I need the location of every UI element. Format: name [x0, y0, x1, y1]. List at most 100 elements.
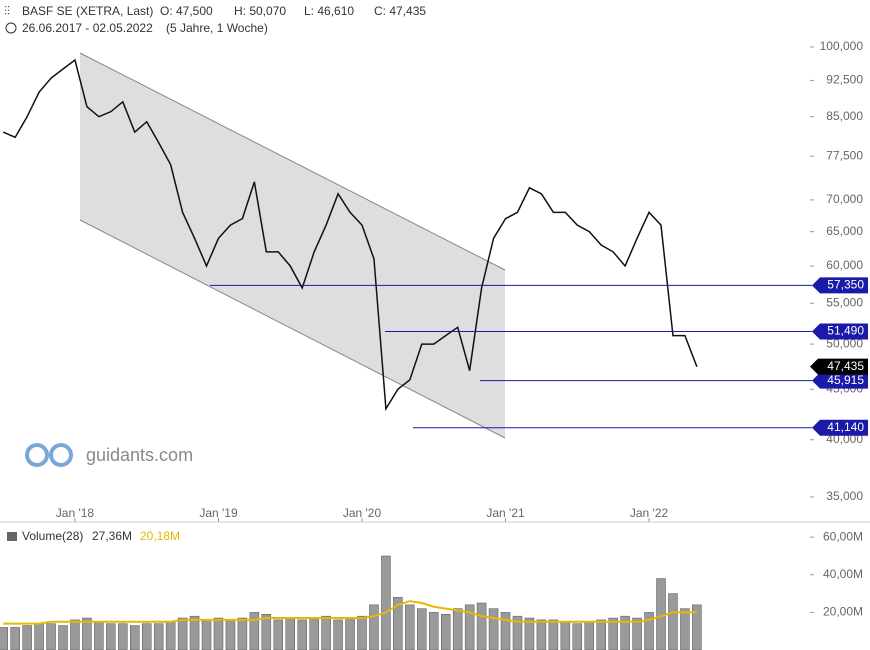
y-tick-label: 85,000 [826, 109, 863, 123]
average-line [3, 600, 697, 625]
volume-bar [225, 619, 236, 650]
volume-bar [34, 623, 44, 650]
level-tag: 41,140 [812, 419, 868, 436]
volume-bar [417, 608, 427, 650]
volume-bar [452, 608, 463, 650]
logo-mark [49, 443, 73, 467]
y-tick-label: 65,000 [826, 224, 863, 238]
ohlc-high: H: 50,070 [234, 4, 286, 18]
volume-bar [130, 625, 140, 650]
x-tick-label: Jan '22 [630, 506, 669, 520]
date-range: 26.06.2017 - 02.05.2022 [22, 21, 153, 35]
period: (5 Jahre, 1 Woche) [166, 21, 268, 35]
y-tick-label: 55,000 [826, 295, 863, 309]
volume-bar [0, 627, 8, 650]
volume-bar [165, 621, 176, 650]
volume-bar [644, 612, 654, 650]
level-tag-box [812, 419, 868, 436]
y-tick-label: 60,000 [826, 258, 863, 272]
level-tag-label: 45,915 [827, 373, 864, 387]
volume-bar [357, 615, 367, 650]
volume-value: 27,36M [92, 529, 132, 543]
x-tick-label: Jan '21 [486, 506, 525, 520]
volume-bar [608, 617, 618, 650]
level-tag-box [812, 372, 868, 389]
volume-bar [321, 615, 331, 650]
volume-bar [46, 623, 56, 650]
volume-bar [429, 612, 439, 650]
volume-bar [333, 619, 343, 650]
volume-bar [476, 602, 487, 650]
volume-bar [58, 625, 68, 650]
volume-bar [141, 623, 152, 650]
level-tag-label: 41,140 [827, 420, 864, 434]
volume-bar [405, 604, 415, 650]
level-tag-box [812, 323, 868, 340]
y-tick-label: 70,000 [826, 192, 863, 206]
volume-bar [189, 615, 200, 650]
chart-icon: ⫶⫶ [4, 4, 10, 18]
volume-bar [118, 623, 128, 650]
volume-bar [273, 619, 284, 650]
ohlc-open: O: 47,500 [160, 4, 213, 18]
y-tick-label: 100,000 [820, 39, 864, 53]
y-tick-label: 20,00M [823, 605, 863, 619]
y-tick-label: 50,000 [826, 336, 863, 350]
volume-bar [106, 623, 116, 650]
volume-bar [369, 604, 379, 650]
volume-bar [237, 617, 248, 650]
channel-line [79, 219, 506, 439]
volume-bar [201, 619, 212, 650]
volume-bar [584, 621, 594, 650]
level-tag: 51,490 [812, 323, 868, 340]
volume-bar [668, 593, 678, 650]
logo-mark [25, 443, 49, 467]
volume-bar [82, 617, 92, 650]
trend-channel [80, 53, 505, 438]
volume-bar [632, 617, 642, 650]
level-tag-label: 51,490 [827, 324, 864, 338]
volume-bar [177, 617, 188, 650]
volume-bar [524, 617, 535, 650]
last-price-tag: 47,435 [810, 358, 868, 375]
volume-bar [345, 617, 355, 650]
volume-bar [572, 623, 583, 650]
price-line [2, 58, 698, 412]
volume-bar [285, 617, 295, 650]
level-tag: 45,915 [812, 372, 868, 389]
volume-bar [309, 617, 319, 650]
chart-title: BASF SE (XETRA, Last) [22, 4, 153, 18]
volume-bar [488, 608, 499, 650]
watermark: guidants.com [86, 445, 193, 465]
ohlc-close: C: 47,435 [374, 4, 426, 18]
logo: guidants.com [25, 443, 193, 467]
level-tag-label: 57,350 [827, 277, 864, 291]
y-tick-label: 77,500 [826, 148, 863, 162]
x-tick-label: Jan '18 [56, 506, 95, 520]
volume-bar [500, 612, 511, 650]
y-tick-label: 92,500 [826, 73, 863, 87]
volume-bar [381, 555, 391, 650]
volume-bar [10, 627, 20, 650]
y-tick-label: 35,000 [826, 489, 863, 503]
volume-legend: Volume(28) [22, 529, 83, 543]
volume-bar [440, 614, 451, 650]
y-tick-label: 40,00M [823, 567, 863, 581]
volume-bar [297, 619, 307, 650]
channel-line [79, 52, 506, 271]
volume-icon [7, 532, 17, 541]
volume-bar [249, 612, 260, 650]
volume-bar [22, 625, 32, 650]
volume-bar [261, 614, 272, 650]
x-tick-label: Jan '19 [199, 506, 238, 520]
level-tag-box [812, 277, 868, 294]
volume-bar [153, 623, 164, 650]
last-price-box [810, 358, 868, 375]
volume-bar [70, 619, 80, 650]
volume-bar [680, 608, 690, 650]
volume-bar [536, 619, 547, 650]
volume-bar [548, 619, 559, 650]
average-value: 20,18M [140, 529, 180, 543]
volume-bar [213, 617, 224, 650]
